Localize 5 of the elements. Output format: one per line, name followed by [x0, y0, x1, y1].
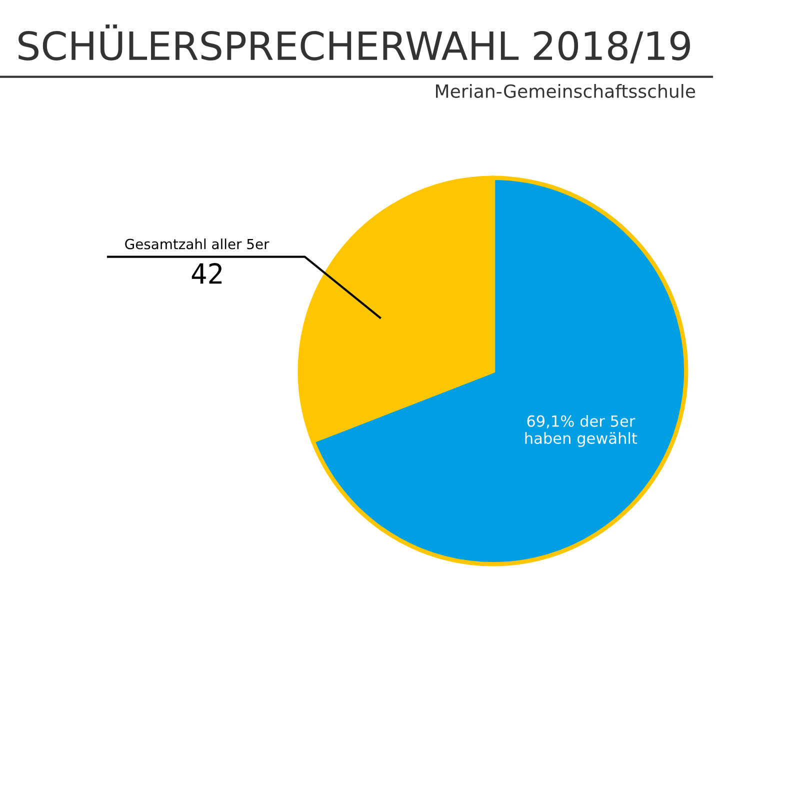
text: Gesamtzahl aller 5er — [125, 238, 270, 250]
chart-title: SCHÜLERSPRECHERWAHL 2018/19 — [18, 24, 690, 64]
text: 42 — [192, 263, 222, 284]
slice-label: 69,1% der 5er haben gewählt — [525, 415, 638, 447]
chart-subtitle: Merian-Gemeinschaftsschule — [436, 84, 696, 98]
